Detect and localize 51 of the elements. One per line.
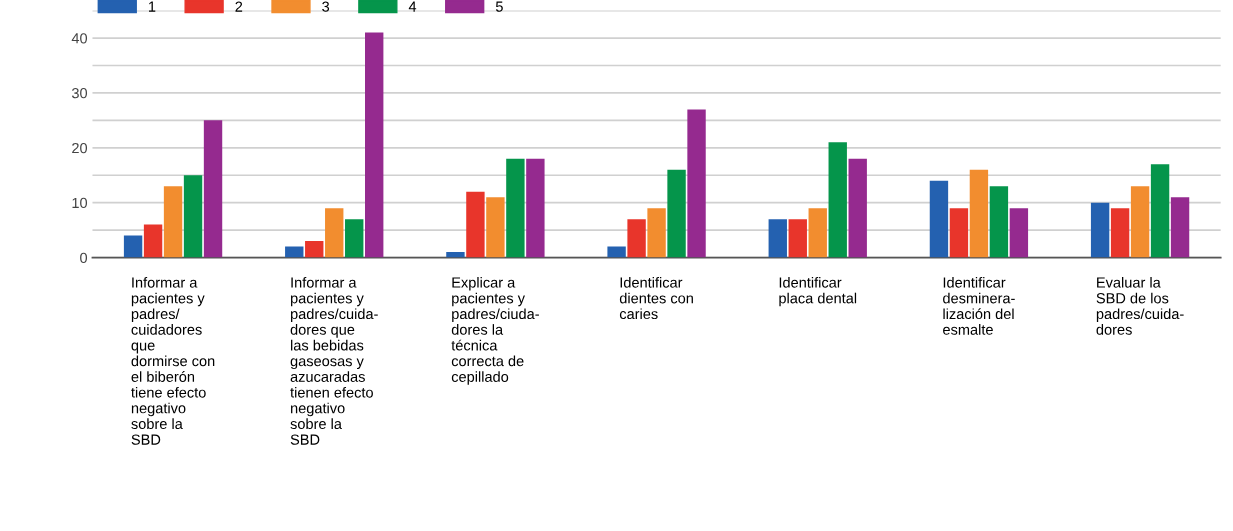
bar <box>123 235 143 258</box>
bar <box>788 219 807 258</box>
bar <box>929 180 949 258</box>
bar <box>203 120 223 258</box>
bar <box>1110 208 1130 258</box>
legend-label: 5 <box>495 1 503 12</box>
bar <box>627 219 646 258</box>
legend-label: 3 <box>322 1 330 12</box>
x-tick-label: Identificar dientes con caries <box>619 276 693 320</box>
bar <box>163 186 183 258</box>
legend-label: 1 <box>149 1 156 12</box>
bar <box>446 252 465 258</box>
bar <box>768 219 787 258</box>
bar <box>325 208 344 258</box>
bar <box>828 142 847 258</box>
bar <box>949 208 969 258</box>
bar <box>848 158 867 258</box>
bar <box>1090 202 1110 258</box>
bar <box>607 246 626 258</box>
bar <box>365 32 384 258</box>
y-tick-label: 20 <box>72 142 88 154</box>
y-tick-label: 30 <box>71 88 88 99</box>
bar <box>506 158 525 258</box>
bar <box>647 208 666 258</box>
legend-label: 2 <box>235 1 243 12</box>
bar <box>305 241 324 258</box>
category-label: Informar a pacientes y padres/cuida- dores que las bebidas gaseosas y azucaradas tienen efecto negativo sobre la SBD <box>290 277 378 445</box>
bar <box>345 219 364 258</box>
y-tick-label: 0 <box>80 252 88 263</box>
bar <box>989 186 1009 258</box>
y-tick-label: 40 <box>71 33 88 44</box>
x-tick-label: Explicar a pacientes y padres/ciuda- dores la técnica correcta de cepillado <box>451 276 539 385</box>
category-label: Informar a pacientes y padres/ cuidadores que dormirse con el biberón tiene efecto negativo sobre la SBD <box>131 277 215 445</box>
x-tick-label: Identificar placa dental <box>779 276 857 307</box>
bar <box>808 208 827 258</box>
bar <box>667 169 686 258</box>
bar <box>1170 197 1190 258</box>
y-tick-label: 10 <box>72 197 88 209</box>
bar <box>183 175 203 258</box>
x-tick-label: Identificar desminera- lización del esmalte <box>943 276 1015 335</box>
bar <box>143 224 163 258</box>
legend-label: 4 <box>408 1 417 12</box>
bar <box>969 169 989 258</box>
bar <box>687 109 706 258</box>
bar <box>486 197 505 258</box>
bar <box>1130 186 1150 258</box>
bar <box>526 158 545 258</box>
x-tick-label: Evaluar la SBD de los padres/cuida- dores <box>1096 276 1184 335</box>
bar <box>466 191 485 258</box>
bar <box>1150 164 1170 258</box>
bar <box>1009 208 1029 258</box>
